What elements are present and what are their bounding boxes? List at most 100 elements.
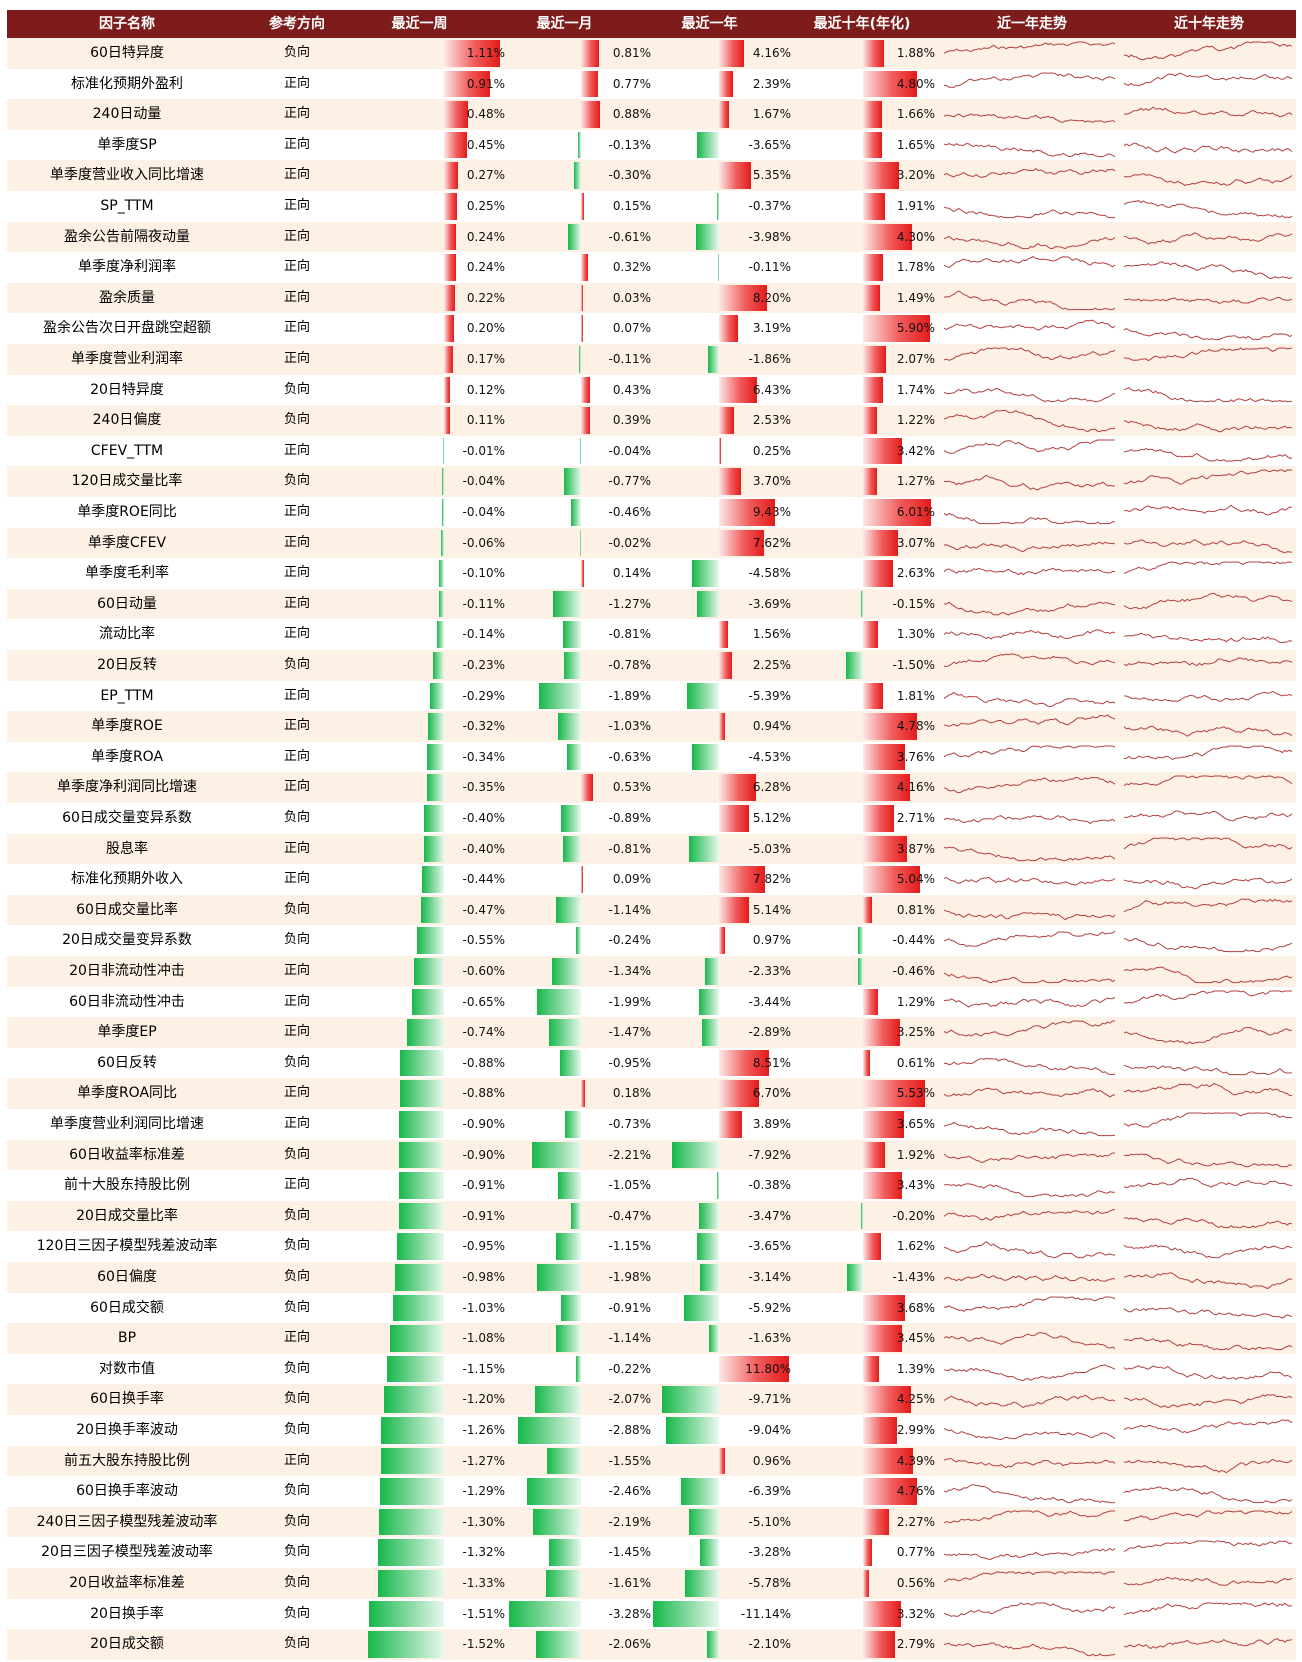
week-value: 0.25% xyxy=(466,199,505,213)
sparkline-path xyxy=(1123,1306,1293,1319)
year-value: -5.03% xyxy=(748,841,791,856)
sparkline-path xyxy=(1123,1419,1293,1434)
year-value: 5.14% xyxy=(752,902,791,917)
sparkline-path xyxy=(943,1364,1116,1381)
decade-bar xyxy=(863,1172,902,1199)
month-bar xyxy=(508,1600,581,1628)
sparkline-path xyxy=(1123,469,1292,486)
month-bar xyxy=(578,346,581,373)
month-bar xyxy=(539,682,581,710)
decade-bar xyxy=(863,1417,897,1444)
year-value: -1.86% xyxy=(748,352,791,366)
week-value: -0.91% xyxy=(462,1208,505,1223)
trend-year-sparkline xyxy=(943,1020,1115,1037)
factor-direction: 负向 xyxy=(283,1054,310,1070)
decade-value: 4.76% xyxy=(896,1484,935,1499)
decade-bar xyxy=(863,621,878,648)
table-row: 240日动量 正向 0.48% 0.88% 1.67% 1.66% xyxy=(7,99,1296,130)
week-value: -0.04% xyxy=(462,474,505,489)
week-value: -1.08% xyxy=(462,1331,505,1346)
sparkline-path xyxy=(1123,420,1293,433)
month-value: -1.47% xyxy=(608,1025,651,1040)
trend-decade-sparkline xyxy=(1123,1244,1293,1259)
factor-direction: 负向 xyxy=(283,473,310,489)
year-bar xyxy=(719,437,721,465)
week-bar xyxy=(442,468,444,495)
year-value: 2.39% xyxy=(752,76,791,91)
table-row: 20日三因子模型残差波动率 负向 -1.32% -1.45% -3.28% 0.77% xyxy=(7,1537,1296,1568)
month-value: -0.81% xyxy=(608,841,651,856)
factor-name: 20日成交量变异系数 xyxy=(62,932,192,949)
year-value: 0.97% xyxy=(752,933,791,948)
sparkline-path xyxy=(1123,877,1293,890)
decade-bar xyxy=(863,560,893,587)
header-factor-name: 因子名称 xyxy=(99,16,155,32)
decade-value: 1.66% xyxy=(896,107,935,122)
year-bar xyxy=(719,40,744,67)
sparkline-path xyxy=(943,1152,1115,1163)
decade-bar xyxy=(863,1019,900,1046)
trend-year-sparkline xyxy=(943,1208,1116,1221)
year-value: 3.70% xyxy=(752,474,791,489)
year-value: 2.53% xyxy=(752,413,791,428)
year-value: -2.89% xyxy=(748,1025,791,1040)
decade-bar xyxy=(863,805,894,832)
year-value: -3.98% xyxy=(748,229,791,244)
month-bar xyxy=(579,529,581,557)
table-row: 单季度ROE 正向 -0.32% -1.03% 0.94% 4.78% xyxy=(7,711,1296,742)
month-bar xyxy=(567,743,581,771)
month-value: -0.30% xyxy=(608,168,651,183)
decade-value: 3.68% xyxy=(896,1300,935,1315)
sparkline-path xyxy=(1123,347,1293,362)
month-bar xyxy=(563,835,581,863)
factor-name: 单季度ROA xyxy=(90,748,164,765)
sparkline-path xyxy=(943,876,1116,886)
trend-year-sparkline xyxy=(943,1364,1116,1381)
month-bar xyxy=(581,40,599,67)
week-value: -0.44% xyxy=(462,872,505,887)
factor-direction: 正向 xyxy=(283,259,310,275)
year-value: 6.70% xyxy=(752,1086,791,1101)
month-bar xyxy=(537,988,581,1016)
factor-name: 单季度营业利润同比增速 xyxy=(50,1116,204,1132)
decade-bar xyxy=(863,101,882,128)
week-bar xyxy=(381,1417,444,1444)
year-bar xyxy=(716,193,719,220)
factor-name: 标准化预期外盈利 xyxy=(71,75,183,92)
factor-name: 单季度净利润同比增速 xyxy=(57,779,197,796)
decade-bar xyxy=(863,1570,870,1597)
trend-year-sparkline xyxy=(943,1601,1116,1617)
week-bar xyxy=(429,682,444,710)
decade-value: 3.07% xyxy=(896,535,935,550)
week-bar xyxy=(437,621,444,648)
factor-direction: 负向 xyxy=(283,657,310,672)
decade-bar xyxy=(863,1080,926,1107)
year-bar xyxy=(698,988,719,1016)
sparkline-path xyxy=(1123,745,1293,760)
decade-bar xyxy=(860,1202,863,1230)
week-bar xyxy=(424,835,444,863)
sparkline-path xyxy=(1123,1510,1293,1522)
week-value: -0.90% xyxy=(462,1117,505,1131)
sparkline-path xyxy=(1123,898,1293,913)
week-bar xyxy=(407,1019,444,1046)
month-bar xyxy=(546,1447,581,1475)
year-bar xyxy=(687,682,719,710)
trend-decade-sparkline xyxy=(1123,592,1293,610)
sparkline-path xyxy=(943,1484,1115,1504)
year-bar xyxy=(719,1080,759,1107)
table-row: 20日非流动性冲击 正向 -0.60% -1.34% -2.33% -0.46% xyxy=(7,956,1296,987)
table-row: 60日换手率波动 负向 -1.29% -2.46% -6.39% 4.76% xyxy=(7,1476,1296,1507)
month-bar xyxy=(555,1325,581,1352)
sparkline-path xyxy=(943,439,1115,454)
week-value: 0.20% xyxy=(466,321,505,336)
month-bar xyxy=(581,407,590,434)
week-value: -0.32% xyxy=(462,719,505,734)
decade-value: 0.56% xyxy=(896,1576,935,1590)
decade-value: 1.27% xyxy=(896,474,935,489)
decade-bar xyxy=(863,1355,879,1383)
month-bar xyxy=(581,70,598,98)
sparkline-path xyxy=(1123,1486,1293,1504)
month-bar xyxy=(581,101,601,128)
month-bar xyxy=(578,131,581,159)
